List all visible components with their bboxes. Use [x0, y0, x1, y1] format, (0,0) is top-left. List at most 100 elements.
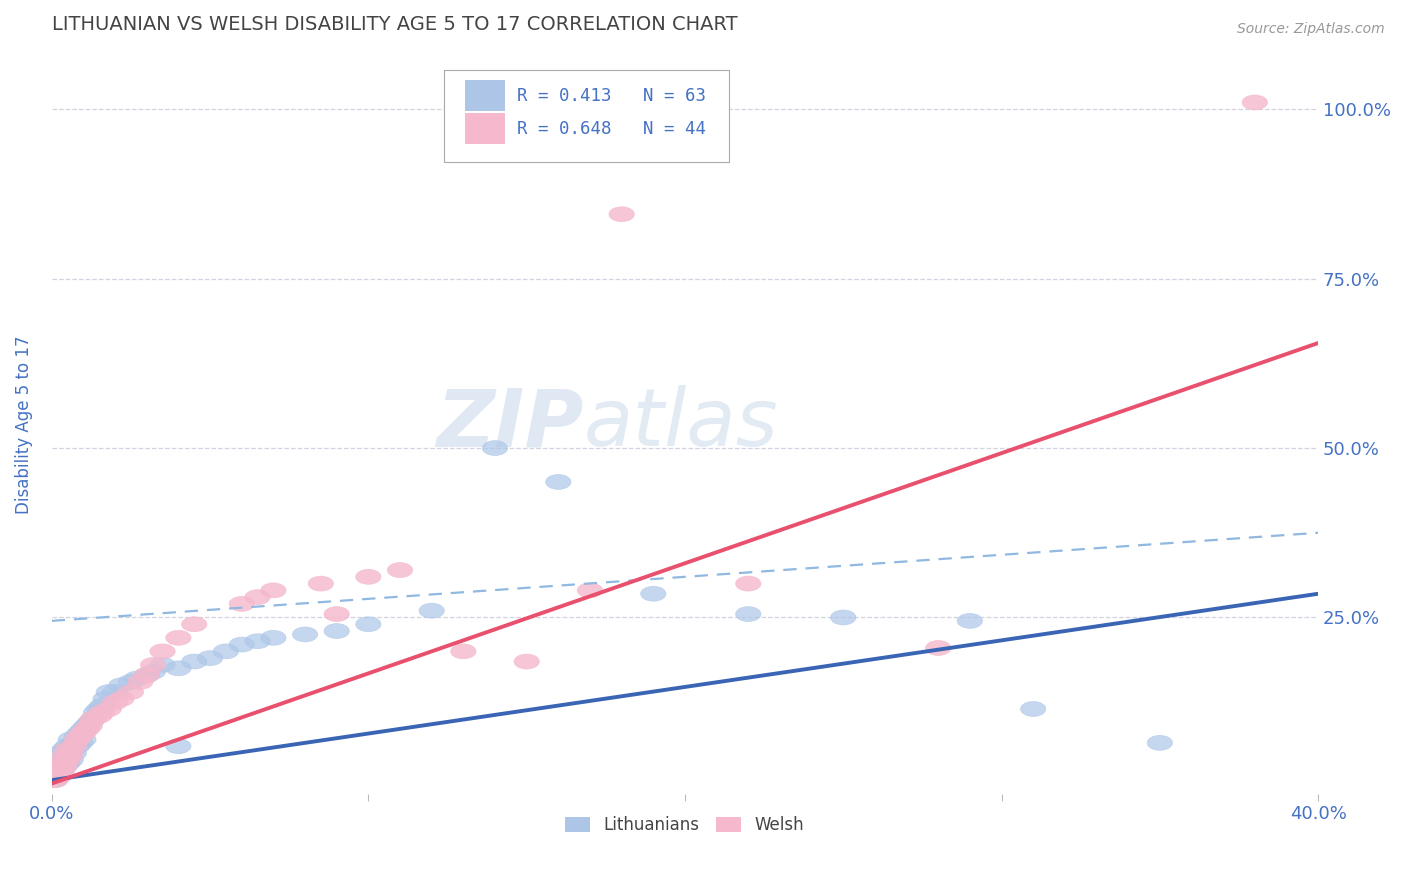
Text: ZIP: ZIP: [436, 385, 583, 463]
Ellipse shape: [52, 749, 77, 764]
Ellipse shape: [166, 661, 191, 676]
Ellipse shape: [356, 616, 381, 632]
Ellipse shape: [67, 729, 93, 744]
Ellipse shape: [42, 772, 67, 788]
Ellipse shape: [83, 705, 108, 720]
Ellipse shape: [103, 684, 128, 699]
Text: Source: ZipAtlas.com: Source: ZipAtlas.com: [1237, 22, 1385, 37]
Ellipse shape: [42, 766, 67, 780]
Ellipse shape: [42, 766, 67, 780]
Ellipse shape: [52, 759, 77, 774]
Ellipse shape: [70, 722, 96, 737]
Ellipse shape: [735, 576, 761, 591]
Ellipse shape: [229, 597, 254, 611]
Ellipse shape: [65, 729, 90, 744]
Ellipse shape: [52, 742, 77, 757]
Ellipse shape: [128, 674, 153, 690]
Ellipse shape: [45, 769, 70, 784]
Ellipse shape: [387, 563, 413, 577]
Ellipse shape: [65, 739, 90, 754]
Ellipse shape: [260, 631, 285, 645]
Ellipse shape: [515, 654, 540, 669]
Ellipse shape: [166, 739, 191, 754]
Ellipse shape: [323, 624, 349, 639]
Ellipse shape: [356, 569, 381, 584]
Ellipse shape: [141, 665, 166, 679]
Ellipse shape: [93, 691, 118, 706]
Ellipse shape: [419, 603, 444, 618]
Ellipse shape: [103, 695, 128, 710]
FancyBboxPatch shape: [464, 113, 505, 145]
Ellipse shape: [49, 766, 75, 780]
Ellipse shape: [55, 756, 80, 771]
Ellipse shape: [45, 769, 70, 784]
Text: R = 0.413   N = 63: R = 0.413 N = 63: [516, 87, 706, 104]
Ellipse shape: [451, 644, 477, 659]
Ellipse shape: [77, 718, 103, 733]
Ellipse shape: [197, 650, 222, 665]
Ellipse shape: [67, 725, 93, 740]
Ellipse shape: [229, 637, 254, 652]
Ellipse shape: [96, 701, 121, 716]
Ellipse shape: [49, 752, 75, 767]
Ellipse shape: [58, 732, 83, 747]
Ellipse shape: [609, 207, 634, 222]
Ellipse shape: [75, 718, 100, 733]
Ellipse shape: [67, 735, 93, 750]
Ellipse shape: [245, 633, 270, 648]
Ellipse shape: [49, 764, 75, 780]
Ellipse shape: [52, 752, 77, 767]
Ellipse shape: [181, 654, 207, 669]
Ellipse shape: [55, 739, 80, 754]
Ellipse shape: [96, 684, 121, 699]
Ellipse shape: [141, 657, 166, 673]
Ellipse shape: [323, 607, 349, 622]
Ellipse shape: [482, 441, 508, 456]
Ellipse shape: [925, 640, 950, 656]
Text: LITHUANIAN VS WELSH DISABILITY AGE 5 TO 17 CORRELATION CHART: LITHUANIAN VS WELSH DISABILITY AGE 5 TO …: [52, 15, 737, 34]
Ellipse shape: [1147, 735, 1173, 750]
Ellipse shape: [831, 610, 856, 625]
Ellipse shape: [58, 752, 83, 767]
Legend: Lithuanians, Welsh: Lithuanians, Welsh: [558, 809, 811, 841]
Ellipse shape: [181, 616, 207, 632]
Ellipse shape: [166, 631, 191, 645]
Ellipse shape: [55, 752, 80, 767]
Ellipse shape: [49, 759, 75, 774]
FancyBboxPatch shape: [444, 70, 730, 162]
Ellipse shape: [641, 586, 666, 601]
Ellipse shape: [62, 746, 87, 761]
Ellipse shape: [1021, 701, 1046, 716]
Ellipse shape: [245, 590, 270, 605]
Ellipse shape: [214, 644, 239, 659]
Ellipse shape: [150, 644, 176, 659]
Ellipse shape: [134, 667, 159, 682]
Text: atlas: atlas: [583, 385, 779, 463]
Ellipse shape: [45, 759, 70, 774]
Ellipse shape: [87, 701, 112, 716]
Ellipse shape: [308, 576, 333, 591]
Y-axis label: Disability Age 5 to 17: Disability Age 5 to 17: [15, 335, 32, 514]
Ellipse shape: [80, 712, 105, 727]
Ellipse shape: [49, 746, 75, 761]
Ellipse shape: [42, 772, 67, 788]
Ellipse shape: [70, 725, 96, 740]
Ellipse shape: [118, 684, 143, 699]
Ellipse shape: [90, 705, 115, 720]
Ellipse shape: [62, 735, 87, 750]
Ellipse shape: [70, 732, 96, 747]
Ellipse shape: [735, 607, 761, 622]
FancyBboxPatch shape: [464, 80, 505, 112]
Ellipse shape: [87, 708, 112, 723]
Ellipse shape: [58, 742, 83, 757]
Ellipse shape: [578, 582, 603, 598]
Ellipse shape: [42, 763, 67, 778]
Ellipse shape: [260, 582, 285, 598]
Ellipse shape: [45, 756, 70, 771]
Ellipse shape: [292, 627, 318, 642]
Ellipse shape: [957, 614, 983, 628]
Ellipse shape: [55, 742, 80, 757]
Ellipse shape: [134, 667, 159, 682]
Ellipse shape: [108, 678, 134, 693]
Ellipse shape: [150, 657, 176, 673]
